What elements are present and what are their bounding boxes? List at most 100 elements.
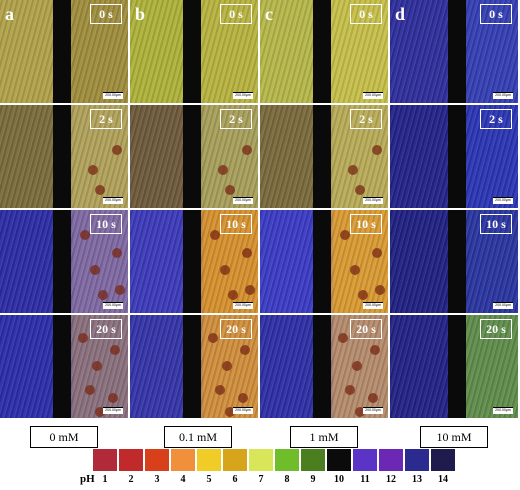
corrosion-pit <box>90 265 100 275</box>
concentration-label: 0 mM <box>30 426 98 448</box>
corrosion-pit <box>355 185 365 195</box>
ph-swatch <box>197 449 221 471</box>
micrograph-c-2s: 2 s 200.00μm <box>260 105 388 208</box>
corrosion-pit <box>375 285 385 295</box>
corrosion-pit <box>225 185 235 195</box>
time-label: 20 s <box>90 319 122 339</box>
ph-swatch <box>275 449 299 471</box>
corrosion-pit <box>215 385 225 395</box>
corrosion-pit <box>358 290 368 300</box>
corrosion-pit <box>340 230 350 240</box>
time-label: 10 s <box>480 214 512 234</box>
corrosion-pit <box>368 393 378 403</box>
corrosion-pit <box>338 333 348 343</box>
electrode-gap <box>53 105 71 208</box>
micrograph-d-0s: d 0 s 200.00μm <box>390 0 518 103</box>
ph-swatch <box>353 449 377 471</box>
ph-value-label: 11 <box>360 474 370 485</box>
ph-value-label: 2 <box>128 474 134 485</box>
corrosion-pit <box>88 165 98 175</box>
micrograph-a-10s: 10 s 200.00μm <box>0 210 128 313</box>
ph-swatch <box>223 449 247 471</box>
ph-swatch <box>379 449 403 471</box>
concentration-label: 1 mM <box>290 426 358 448</box>
ph-swatch <box>171 449 195 471</box>
corrosion-pit <box>115 285 125 295</box>
scale-bar: 200.00μm <box>363 302 383 309</box>
corrosion-pit <box>80 230 90 240</box>
corrosion-pit <box>210 230 220 240</box>
electrode-gap <box>313 105 331 208</box>
time-label: 10 s <box>220 214 252 234</box>
electrode-gap <box>448 0 466 103</box>
electrode-gap <box>53 0 71 103</box>
electrode-gap <box>183 315 201 418</box>
time-label: 20 s <box>350 319 382 339</box>
corrosion-pit <box>218 165 228 175</box>
scale-bar: 200.00μm <box>103 407 123 414</box>
micrograph-d-10s: 10 s 200.00μm <box>390 210 518 313</box>
micrograph-c-20s: 20 s 200.00μm <box>260 315 388 418</box>
time-label: 0 s <box>480 4 512 24</box>
column-label: d <box>395 4 406 24</box>
micrograph-b-0s: b 0 s 200.00μm <box>130 0 258 103</box>
corrosion-pit <box>242 248 252 258</box>
time-label: 10 s <box>90 214 122 234</box>
electrode-gap <box>313 210 331 313</box>
micrograph-b-10s: 10 s 200.00μm <box>130 210 258 313</box>
column-label: c <box>265 4 273 24</box>
column-label: a <box>5 4 14 24</box>
electrode-gap <box>313 0 331 103</box>
ph-value-label: 8 <box>284 474 290 485</box>
ph-swatch <box>301 449 325 471</box>
corrosion-pit <box>112 145 122 155</box>
time-label: 10 s <box>350 214 382 234</box>
corrosion-pit <box>238 393 248 403</box>
ph-value-label: 13 <box>412 474 422 485</box>
time-label: 2 s <box>220 109 252 129</box>
corrosion-pit <box>228 290 238 300</box>
corrosion-pit <box>78 333 88 343</box>
ph-swatch <box>119 449 143 471</box>
ph-value-label: 6 <box>232 474 238 485</box>
time-label: 0 s <box>90 4 122 24</box>
corrosion-pit <box>348 165 358 175</box>
corrosion-pit <box>98 290 108 300</box>
corrosion-pit <box>242 145 252 155</box>
ph-value-label: 1 <box>102 474 108 485</box>
electrode-gap <box>448 105 466 208</box>
scale-bar: 200.00μm <box>103 92 123 99</box>
corrosion-pit <box>350 265 360 275</box>
scale-bar: 200.00μm <box>493 302 513 309</box>
ph-swatch <box>405 449 429 471</box>
corrosion-pit <box>85 385 95 395</box>
scale-bar: 200.00μm <box>233 407 253 414</box>
ph-value-label: 4 <box>180 474 186 485</box>
time-label: 2 s <box>90 109 122 129</box>
electrode-gap <box>183 210 201 313</box>
micrograph-b-2s: 2 s 200.00μm <box>130 105 258 208</box>
scale-bar: 200.00μm <box>103 197 123 204</box>
electrode-gap <box>448 315 466 418</box>
corrosion-pit <box>110 345 120 355</box>
micrograph-d-2s: 2 s 200.00μm <box>390 105 518 208</box>
micrograph-a-20s: 20 s 200.00μm <box>0 315 128 418</box>
electrode-gap <box>448 210 466 313</box>
scale-bar: 200.00μm <box>363 92 383 99</box>
electrode-gap <box>183 105 201 208</box>
scale-bar: 200.00μm <box>233 92 253 99</box>
scale-bar: 200.00μm <box>363 407 383 414</box>
corrosion-pit <box>225 407 235 417</box>
ph-value-label: 7 <box>258 474 264 485</box>
micrograph-b-20s: 20 s 200.00μm <box>130 315 258 418</box>
corrosion-pit <box>345 385 355 395</box>
time-label: 20 s <box>220 319 252 339</box>
corrosion-pit <box>372 145 382 155</box>
scale-bar: 200.00μm <box>493 197 513 204</box>
corrosion-pit <box>245 285 255 295</box>
corrosion-pit <box>208 333 218 343</box>
ph-value-label: 14 <box>438 474 448 485</box>
corrosion-pit <box>370 345 380 355</box>
concentration-label: 10 mM <box>420 426 488 448</box>
ph-value-label: 10 <box>334 474 344 485</box>
